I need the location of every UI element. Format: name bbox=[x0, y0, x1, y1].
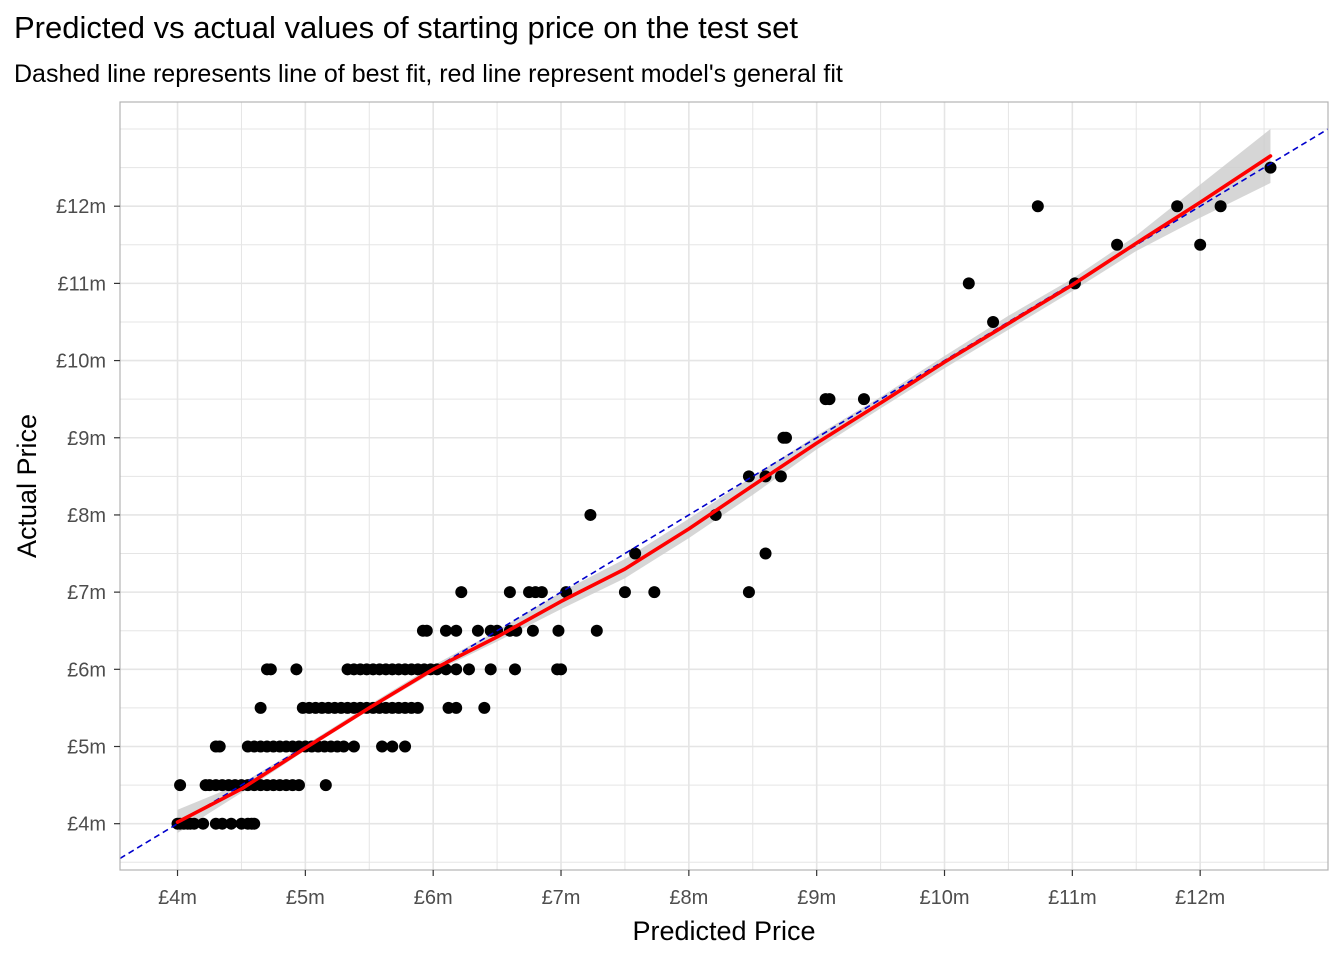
y-tick-label: £7m bbox=[67, 582, 106, 604]
data-point bbox=[857, 393, 870, 406]
data-point bbox=[450, 663, 463, 676]
data-point bbox=[319, 779, 332, 792]
y-tick-label: £8m bbox=[67, 505, 106, 527]
data-point bbox=[1031, 200, 1044, 213]
x-tick-label: £8m bbox=[669, 887, 708, 909]
x-tick-label: £7m bbox=[542, 887, 581, 909]
data-point bbox=[1171, 200, 1184, 213]
data-point bbox=[1111, 238, 1124, 251]
data-point bbox=[618, 586, 631, 599]
y-axis-title: Actual Price bbox=[12, 414, 42, 558]
major-gridlines bbox=[120, 102, 1328, 870]
x-tick-label: £9m bbox=[797, 887, 836, 909]
y-axis-ticks: £4m £5m £6m £7m £8m £9m £10m £11m £12m bbox=[56, 196, 120, 836]
y-tick-label: £5m bbox=[67, 737, 106, 759]
data-point bbox=[508, 663, 521, 676]
data-point bbox=[774, 470, 787, 483]
minor-gridlines bbox=[120, 102, 1328, 870]
x-tick-label: £6m bbox=[414, 887, 453, 909]
chart-title: Predicted vs actual values of starting p… bbox=[14, 10, 799, 45]
chart-subtitle: Dashed line represents line of best fit,… bbox=[14, 60, 843, 88]
data-point bbox=[478, 701, 491, 714]
data-point bbox=[290, 663, 303, 676]
data-point bbox=[471, 624, 484, 637]
data-point bbox=[552, 624, 565, 637]
x-tick-label: £4m bbox=[158, 887, 197, 909]
data-point bbox=[648, 586, 661, 599]
x-tick-label: £12m bbox=[1175, 887, 1225, 909]
x-tick-label: £5m bbox=[286, 887, 325, 909]
confidence-ribbon bbox=[177, 129, 1271, 833]
data-point bbox=[629, 547, 642, 560]
data-point bbox=[450, 701, 463, 714]
x-axis-ticks: £4m £5m £6m £7m £8m £9m £10m £11m £12m bbox=[158, 870, 1225, 909]
data-point bbox=[264, 663, 277, 676]
data-point bbox=[337, 740, 350, 753]
data-point bbox=[188, 817, 201, 830]
y-tick-label: £6m bbox=[67, 659, 106, 681]
data-point bbox=[174, 779, 187, 792]
data-point bbox=[225, 817, 238, 830]
data-point bbox=[1264, 161, 1277, 174]
x-tick-label: £11m bbox=[1048, 887, 1097, 909]
data-point bbox=[779, 431, 792, 444]
data-point bbox=[987, 315, 1000, 328]
data-point bbox=[1194, 238, 1207, 251]
data-point bbox=[742, 586, 755, 599]
data-point bbox=[742, 470, 755, 483]
data-point bbox=[386, 740, 399, 753]
data-point bbox=[503, 586, 516, 599]
y-tick-label: £11m bbox=[57, 273, 106, 295]
data-point bbox=[1214, 200, 1227, 213]
data-point bbox=[411, 701, 424, 714]
data-point bbox=[439, 624, 452, 637]
x-axis-title: Predicted Price bbox=[632, 916, 815, 946]
data-point bbox=[526, 624, 539, 637]
confidence-ribbon-layer bbox=[177, 129, 1271, 833]
y-tick-label: £10m bbox=[56, 351, 106, 373]
panel-border bbox=[119, 101, 1329, 871]
data-point bbox=[584, 508, 597, 521]
data-point bbox=[420, 624, 433, 637]
data-point bbox=[248, 817, 261, 830]
y-tick-label: £12m bbox=[56, 196, 106, 218]
data-point bbox=[823, 393, 836, 406]
y-tick-label: £9m bbox=[67, 428, 106, 450]
data-point bbox=[376, 740, 389, 753]
smooth-line bbox=[175, 154, 1273, 824]
data-point bbox=[462, 663, 475, 676]
data-point bbox=[216, 817, 229, 830]
data-point bbox=[399, 740, 412, 753]
x-tick-label: £10m bbox=[919, 887, 969, 909]
data-point bbox=[555, 663, 568, 676]
data-point bbox=[450, 624, 463, 637]
data-point bbox=[197, 817, 210, 830]
data-points-layer bbox=[171, 161, 1277, 830]
smooth-line-layer bbox=[175, 154, 1273, 824]
data-point bbox=[213, 740, 226, 753]
data-point bbox=[254, 701, 267, 714]
data-point bbox=[292, 779, 305, 792]
data-point bbox=[535, 586, 548, 599]
data-point bbox=[347, 740, 360, 753]
data-point bbox=[962, 277, 975, 290]
data-point bbox=[484, 663, 497, 676]
data-point bbox=[455, 586, 468, 599]
data-point bbox=[590, 624, 603, 637]
data-point bbox=[759, 547, 772, 560]
y-tick-label: £4m bbox=[67, 814, 106, 836]
data-point bbox=[560, 586, 573, 599]
